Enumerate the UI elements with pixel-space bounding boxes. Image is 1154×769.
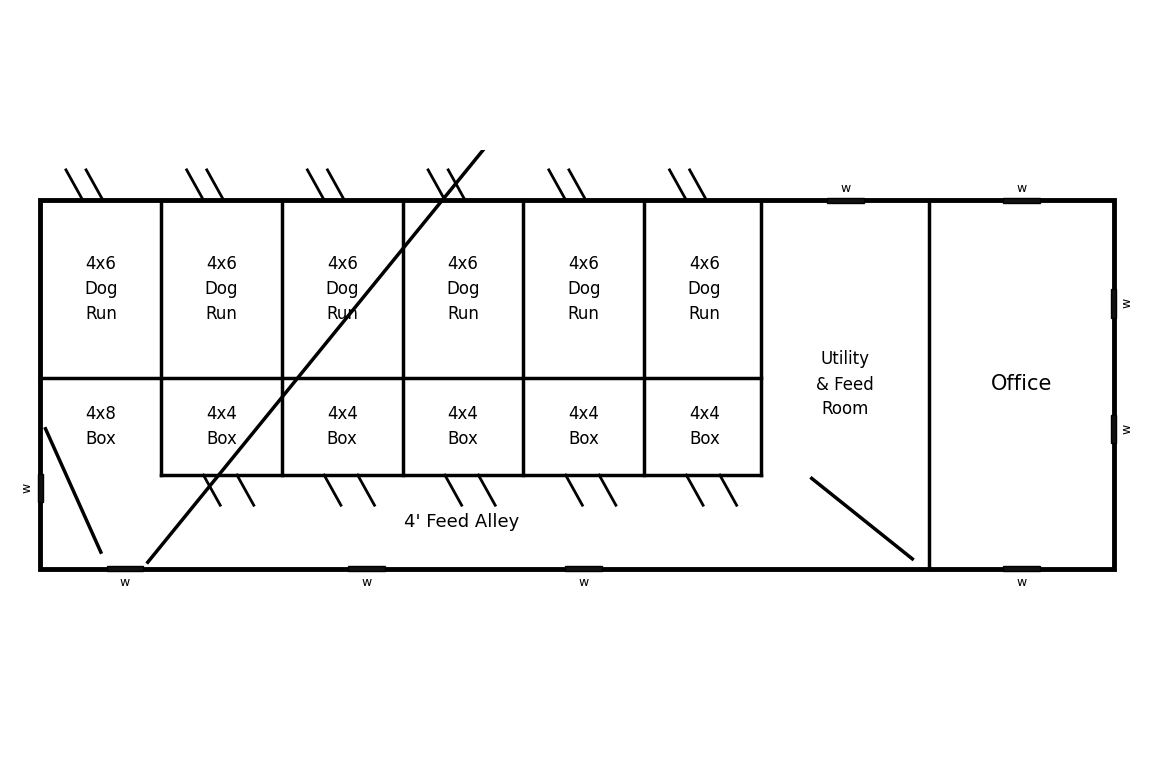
Text: w: w <box>1017 576 1026 589</box>
Text: w: w <box>21 483 33 493</box>
Text: w: w <box>578 576 589 589</box>
Text: 4' Feed Alley: 4' Feed Alley <box>404 513 519 531</box>
Bar <box>1111 414 1116 443</box>
Bar <box>826 198 863 202</box>
Text: w: w <box>1017 181 1026 195</box>
Text: w: w <box>361 576 372 589</box>
Bar <box>565 567 602 571</box>
Text: 4x6
Dog
Run: 4x6 Dog Run <box>325 255 359 323</box>
Text: 4x4
Box: 4x4 Box <box>448 405 479 448</box>
Text: Utility
& Feed
Room: Utility & Feed Room <box>816 351 874 418</box>
Text: 4x4
Box: 4x4 Box <box>207 405 237 448</box>
Text: Office: Office <box>990 375 1052 394</box>
Bar <box>1003 198 1040 202</box>
Text: w: w <box>1121 424 1133 434</box>
Bar <box>349 567 384 571</box>
Text: 4x6
Dog
Run: 4x6 Dog Run <box>84 255 118 323</box>
Bar <box>1003 567 1040 571</box>
Text: 4x6
Dog
Run: 4x6 Dog Run <box>204 255 239 323</box>
Text: w: w <box>1121 298 1133 308</box>
Text: 4x4
Box: 4x4 Box <box>568 405 599 448</box>
Bar <box>38 474 43 502</box>
Text: 4x4
Box: 4x4 Box <box>689 405 720 448</box>
Text: 4x6
Dog
Run: 4x6 Dog Run <box>688 255 721 323</box>
Bar <box>1111 289 1116 318</box>
Text: w: w <box>120 576 130 589</box>
Bar <box>106 567 143 571</box>
Text: w: w <box>840 181 850 195</box>
Text: 4x8
Box: 4x8 Box <box>85 405 117 448</box>
Text: 4x6
Dog
Run: 4x6 Dog Run <box>447 255 480 323</box>
Bar <box>40 200 1114 569</box>
Text: 4x6
Dog
Run: 4x6 Dog Run <box>567 255 600 323</box>
Text: 4x4
Box: 4x4 Box <box>327 405 358 448</box>
